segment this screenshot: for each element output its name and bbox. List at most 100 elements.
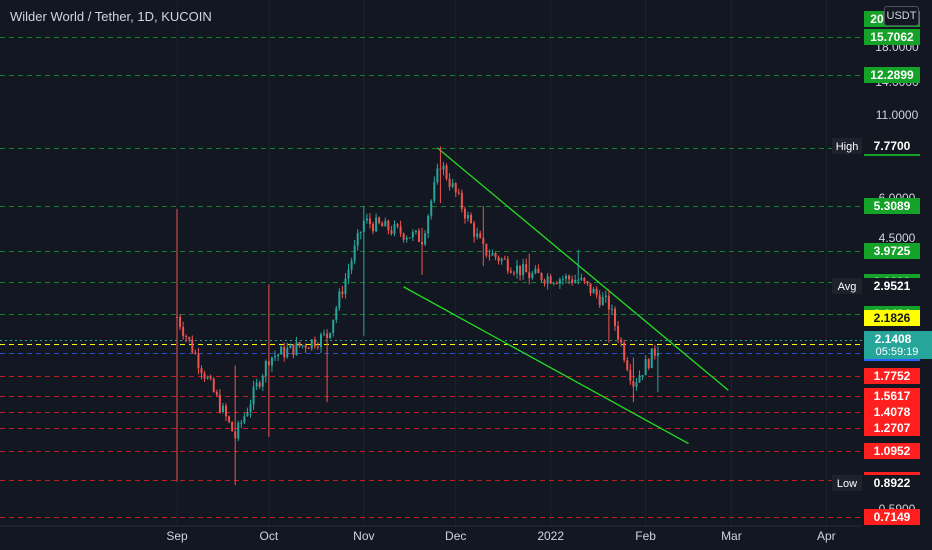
time-tick-label: 2022 (537, 529, 564, 543)
candle-body (589, 283, 592, 294)
price-level-value: 3.9725 (874, 244, 911, 258)
stat-marker-label: Low (837, 478, 857, 490)
candle-body (610, 308, 613, 310)
candle-body (497, 257, 500, 262)
candle-body (378, 217, 381, 224)
candle-body (194, 352, 197, 354)
horizontal-levels (0, 0, 862, 526)
candle-body (362, 220, 365, 232)
candle-body (503, 258, 506, 260)
price-level-value: 1.7752 (874, 369, 911, 383)
time-tick-label: Feb (635, 529, 656, 543)
candle-body (206, 377, 209, 379)
candle-body (522, 264, 525, 276)
candle-body (176, 316, 178, 318)
stat-marker-value: 2.9521 (874, 279, 911, 293)
candle-body (436, 168, 439, 183)
candle-body (650, 348, 653, 369)
candle-body (430, 200, 433, 216)
candle-body (482, 237, 485, 244)
price-level-tag (864, 198, 920, 214)
trendline[interactable] (403, 286, 689, 445)
candle-body (476, 233, 479, 237)
candle-body (215, 391, 218, 395)
candle-body (414, 230, 417, 233)
candle-body (534, 268, 537, 274)
candle-body (641, 375, 644, 377)
trendlines (403, 147, 729, 445)
candle-body (565, 275, 568, 279)
candle-body (249, 404, 252, 413)
candle-body (368, 218, 371, 225)
candle-body (234, 431, 237, 439)
price-level-tag (864, 420, 920, 436)
candle-body (473, 223, 476, 237)
candle-body (209, 377, 212, 379)
stat-marker-value-box (864, 278, 920, 294)
candle-body (329, 332, 332, 338)
currency-button[interactable]: USDT (884, 6, 919, 26)
candle-body (592, 288, 595, 294)
price-level-tag (864, 29, 920, 45)
candle-body (316, 346, 319, 348)
candle-body (179, 316, 182, 328)
trendline[interactable] (436, 147, 729, 391)
price-level-value: 1.2707 (874, 421, 911, 435)
candle-body (583, 277, 586, 282)
candle-body (494, 253, 497, 258)
stat-marker-label: Avg (838, 281, 857, 293)
candle-body (470, 214, 473, 224)
candle-body (500, 258, 503, 262)
candle-body (353, 245, 356, 261)
candle-body (448, 178, 451, 187)
candle-body (252, 386, 255, 405)
time-tick-label: Mar (721, 529, 742, 543)
candle-body (231, 421, 234, 432)
stat-marker-label-box (832, 475, 862, 491)
candle-body (228, 416, 231, 422)
candle-body (580, 277, 583, 280)
candle-body (274, 355, 277, 358)
price-level-tag (864, 368, 920, 384)
candle-body (258, 382, 261, 387)
stat-marker-label: High (836, 141, 859, 153)
candle-body (427, 215, 430, 234)
price-level-tag (864, 310, 920, 326)
candle-body (218, 394, 221, 412)
price-level-value: 15.7062 (870, 30, 914, 44)
candle-body (546, 276, 549, 284)
candle-body (372, 224, 375, 232)
candle-body (601, 296, 604, 306)
candle-body (399, 226, 402, 234)
candle-body (506, 259, 509, 272)
price-level-value: 5.3089 (874, 199, 911, 213)
candle-body (335, 308, 338, 320)
candle-body (197, 353, 200, 369)
candle-body (375, 217, 378, 232)
candle-body (221, 405, 224, 412)
candle-body (528, 272, 531, 278)
time-tick-label: Dec (445, 529, 466, 543)
current-price-value: 2.1408 (875, 332, 912, 346)
candle-body (390, 230, 393, 234)
current-price-tag (864, 331, 932, 359)
candle-body (457, 192, 460, 194)
candle-body (319, 334, 322, 348)
price-tick-label: 4.5000 (879, 231, 916, 245)
candle-body (445, 165, 448, 179)
bar-countdown: 05:59:19 (876, 346, 919, 358)
candle-body (338, 291, 341, 309)
candle-body (574, 279, 577, 283)
candle-body (424, 233, 427, 245)
candle-body (421, 241, 424, 245)
candle-body (255, 382, 258, 387)
candle-body (635, 382, 638, 387)
candle-body (577, 279, 580, 281)
candle-body (568, 275, 571, 280)
candle-body (298, 342, 301, 347)
candle-body (381, 223, 384, 227)
candle-body (212, 378, 215, 392)
candle-body (485, 243, 488, 256)
candle-body (402, 233, 405, 240)
